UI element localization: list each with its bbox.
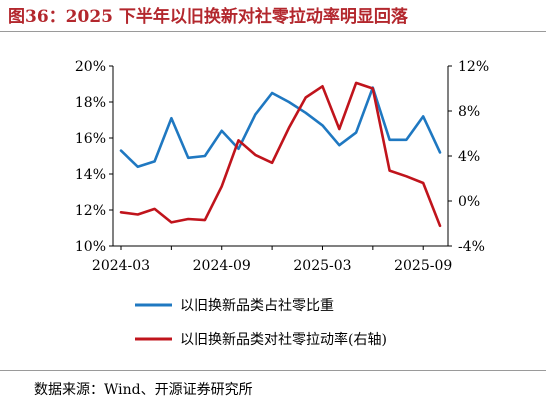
series-line-1 — [119, 86, 442, 169]
legend-label-1: 以旧换新品类占社零比重 — [180, 297, 334, 314]
left-y-tick-label: 18% — [75, 95, 106, 111]
right-y-tick-label: 0% — [458, 194, 480, 210]
left-y-tick-label: 14% — [75, 167, 106, 183]
chart-source: 数据来源：Wind、开源证券研究所 — [34, 382, 253, 398]
left-y-tick-label: 16% — [75, 131, 106, 147]
source-divider — [0, 370, 546, 371]
x-tick-label: 2025-03 — [293, 258, 351, 274]
right-y-tick-label: 4% — [458, 149, 480, 165]
line-chart: 10% 12% 14% 16% 18% 20% -4% 0% 4% 8% 12% 2024-03 202… — [75, 59, 489, 348]
right-y-tick-label: 12% — [458, 59, 489, 75]
x-tick-label: 2024-03 — [92, 258, 150, 274]
legend-label-2: 以旧换新品类对社零拉动率(右轴) — [180, 331, 387, 348]
left-y-tick-label: 20% — [75, 59, 106, 75]
x-tick-label: 2024-09 — [193, 258, 251, 274]
series-line-2 — [119, 81, 442, 228]
right-y-tick-label: -4% — [458, 239, 485, 255]
x-tick-label: 2025-09 — [394, 258, 452, 274]
chart-title: 图36：2025 下半年以旧换新对社零拉动率明显回落 — [8, 7, 408, 27]
left-y-tick-label: 10% — [75, 239, 106, 255]
left-y-tick-label: 12% — [75, 203, 106, 219]
right-y-tick-label: 8% — [458, 104, 480, 120]
title-divider — [0, 31, 546, 32]
